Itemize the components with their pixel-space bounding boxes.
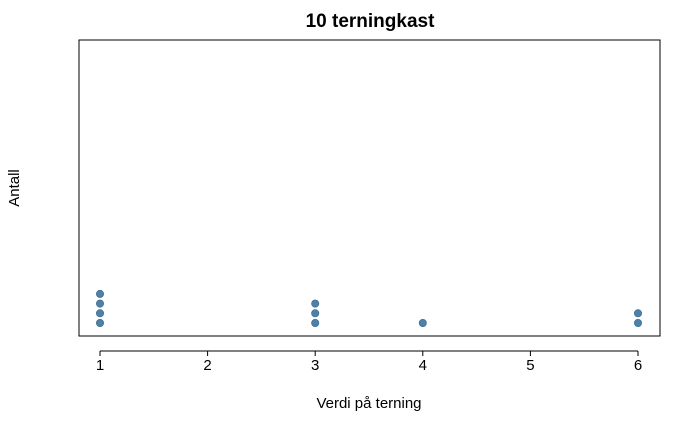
x-tick-label: 2 — [203, 357, 211, 374]
data-point — [418, 318, 427, 327]
data-point — [311, 318, 320, 327]
x-tick-label: 6 — [634, 357, 642, 374]
plot-frame — [78, 39, 661, 337]
x-axis-label: Verdi på terning — [316, 395, 421, 412]
x-tick-label: 3 — [311, 357, 319, 374]
x-tick-label: 4 — [419, 357, 427, 374]
data-point — [633, 309, 642, 318]
data-point — [96, 318, 105, 327]
data-point — [311, 299, 320, 308]
data-point — [633, 318, 642, 327]
data-point — [96, 299, 105, 308]
chart-title: 10 terningkast — [306, 11, 435, 32]
data-point — [96, 309, 105, 318]
y-axis-label: Antall — [6, 169, 23, 207]
data-points — [96, 289, 642, 327]
data-point — [311, 309, 320, 318]
x-axis: 1 2 3 4 5 6 — [96, 350, 642, 374]
data-point — [96, 289, 105, 298]
x-tick-label: 1 — [96, 357, 104, 374]
x-tick-label: 5 — [526, 357, 534, 374]
